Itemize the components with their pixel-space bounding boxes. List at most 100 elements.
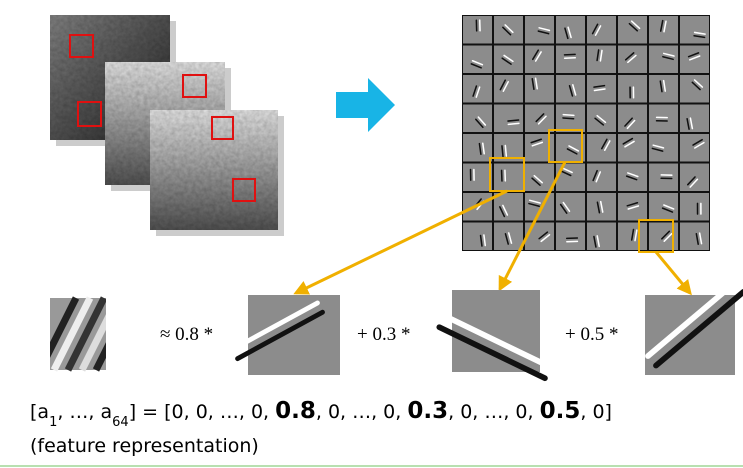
stroke-light [572,84,577,96]
stroke-light [529,199,541,204]
stroke-dark [653,289,743,369]
basis-cell [618,75,647,103]
stroke-light [599,200,604,213]
stroke-dark [531,177,541,186]
patch-bg [680,45,709,73]
stroke-light [475,86,481,98]
basis-cell [680,16,709,44]
basis-cell [463,104,492,132]
basis-cell [463,16,492,44]
stroke-light [561,167,573,174]
basis-cell [525,222,554,250]
basis-cell [494,163,523,191]
stroke-light [471,59,484,66]
patch-bg [494,222,523,250]
basis-cell [587,163,616,191]
patch-bg [680,16,709,44]
stroke-dark [593,235,597,248]
stroke-dark [564,27,569,40]
basis-cell [525,45,554,73]
basis-cell [556,163,585,191]
stroke-dark [659,19,664,32]
stroke-dark [499,79,507,91]
patch-mask [106,290,146,380]
stroke-light [230,300,320,352]
stroke-dark [626,201,639,207]
image-stack [50,15,284,236]
vector-part: 0.8 [275,398,316,424]
basis-cell [587,104,616,132]
patch-bg [494,16,523,44]
patch-bg [463,16,492,44]
patch-bg [525,163,554,191]
stroke-dark [686,117,690,130]
patch-bg [556,163,585,191]
patch-bg [556,45,585,73]
patch-bg [556,16,585,44]
stroke-dark [628,22,639,32]
stroke-dark [479,234,483,247]
stroke-light [698,232,703,245]
patch-bg [587,16,616,44]
stroke-light [626,119,636,130]
stroke-dark [568,84,574,97]
stripe [50,296,94,372]
patch-bg [649,75,678,103]
stroke-light [630,20,641,30]
basis-cell [587,134,616,162]
stroke-dark [687,52,700,58]
stroke-dark [531,78,535,91]
stroke-light [538,27,551,32]
stroke-dark [596,49,600,62]
stroke-light [504,24,514,34]
vector-part: 0.3 [407,398,448,424]
stroke-dark [560,170,572,177]
basis-cell [556,75,585,103]
patch-bg [452,290,540,372]
vector-part: 0.5 [540,398,581,424]
stroke-dark [687,176,696,186]
basis-cell [463,163,492,191]
patch-bg [587,45,616,73]
basis-cell [618,45,647,73]
stroke-dark [478,142,482,155]
stroke-dark [501,57,512,65]
patch-bg [463,222,492,250]
vector-part: 64 [112,415,129,430]
patch-bg [587,222,616,250]
stroke-light [627,172,639,178]
basis-cell [618,222,647,250]
stroke-light [662,79,667,92]
patch-bg [618,163,647,191]
patch-bg [494,163,523,191]
basis-cell [649,193,678,221]
basis-cell [494,222,523,250]
stroke-dark [693,34,706,39]
stroke-dark [537,30,550,35]
term: + 0.3 * [357,324,410,345]
stroke-dark [532,49,540,61]
stroke-light [507,122,520,126]
basis-cell [649,134,678,162]
basis-cell [463,45,492,73]
patch-bg [587,163,616,191]
basis-cell [556,104,585,132]
patch-bg [463,75,492,103]
basis-cell [494,104,523,132]
stroke-dark [600,138,608,150]
basis-cell [494,193,523,221]
vector-part: , 0] [580,401,612,423]
stroke-light [441,313,554,370]
stroke-light [507,232,513,244]
patch-bg [556,222,585,250]
stroke-dark [659,80,663,93]
patch-bg [494,193,523,221]
stroke-dark [470,63,482,69]
stroke-light [594,25,602,36]
arrow [336,78,395,132]
stroke-light [483,234,487,247]
basis-cell [463,193,492,221]
patch-bg [680,104,709,132]
basis-cell [680,45,709,73]
